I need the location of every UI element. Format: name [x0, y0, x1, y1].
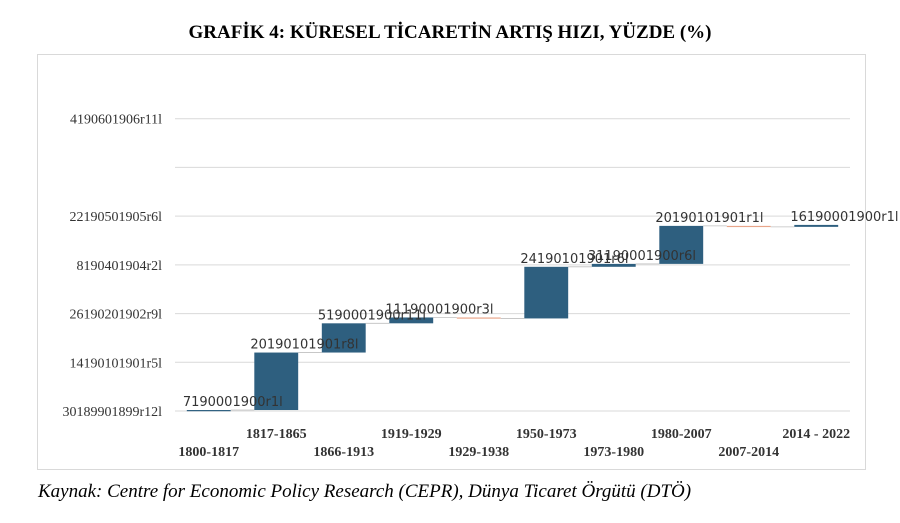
x-tick-label: 1950-1973	[516, 427, 577, 442]
bar-2007-2014	[726, 225, 771, 228]
bar-1950-1973	[524, 266, 569, 319]
y-tick-label: 26190201902r9l	[69, 308, 162, 323]
y-tick-label: 14190101901r5l	[69, 356, 162, 371]
bar-2014 - 2022	[794, 224, 839, 227]
y-tick-label: 22190501905r6l	[69, 210, 162, 225]
y-tick-label: 8190401904r2l	[76, 259, 162, 274]
bar-1929-1938	[456, 317, 501, 319]
x-tick-label: 1973-1980	[583, 445, 644, 460]
x-tick-label: 2014 - 2022	[782, 427, 850, 442]
y-tick-label: 4190601906r11l	[70, 113, 162, 128]
data-label: 7190001900r1l	[183, 395, 283, 410]
chart-frame	[37, 54, 866, 470]
bars	[186, 224, 839, 412]
data-label: 11190001900r3l	[385, 302, 493, 317]
x-tick-label: 1980-2007	[651, 427, 712, 442]
bar-1817-1865	[254, 352, 299, 411]
source-note: Kaynak: Centre for Economic Policy Resea…	[38, 481, 692, 502]
y-axis-ticks: 30189901899r12l 14190101901r5l 26190201902…	[62, 113, 162, 420]
data-label: 20190101901r8l	[250, 338, 358, 353]
chart-title: GRAFİK 4: KÜRESEL TİCARETİN ARTIŞ HIZI, …	[188, 22, 712, 43]
x-tick-label: 1866-1913	[313, 445, 374, 460]
data-label: 20190101901r1l	[655, 211, 763, 226]
x-tick-label: 1817-1865	[246, 427, 307, 442]
data-label: 24190101901r6l	[520, 252, 628, 267]
bar-1973-1980	[591, 263, 636, 267]
x-tick-label: 2007-2014	[718, 445, 779, 460]
data-labels: 7190001900r1l 20190101901r8l 5190001900r11…	[183, 210, 899, 410]
data-label: 16190001900r1l	[790, 210, 898, 225]
connector-lines	[230, 225, 795, 411]
x-tick-label: 1800-1817	[178, 445, 239, 460]
bar-1800-1817	[186, 410, 231, 412]
x-tick-label: 1919-1929	[381, 427, 442, 442]
bar-1919-1929	[389, 317, 434, 324]
bar-1866-1913	[321, 323, 366, 353]
waterfall-chart: 30189901899r12l 14190101901r5l 26190201902…	[62, 113, 899, 460]
x-tick-label: 1929-1938	[448, 445, 509, 460]
bar-1980-2007	[659, 225, 704, 264]
data-label: 5190001900r11l	[318, 308, 426, 323]
x-axis-ticks: 1800-1817 1817-1865 1866-1913 1919-1929 1929…	[178, 427, 850, 460]
data-label: 31190001900r6l	[588, 249, 696, 264]
y-tick-label: 30189901899r12l	[62, 405, 162, 420]
